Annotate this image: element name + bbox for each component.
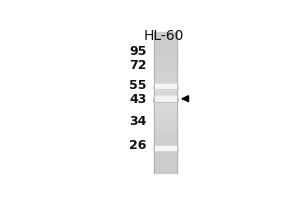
Bar xyxy=(154,32,177,173)
Text: 43: 43 xyxy=(129,93,147,106)
Text: 34: 34 xyxy=(129,115,147,128)
Text: 72: 72 xyxy=(129,59,147,72)
Text: 95: 95 xyxy=(129,45,147,58)
Text: 55: 55 xyxy=(129,79,147,92)
Text: 26: 26 xyxy=(129,139,147,152)
Text: HL-60: HL-60 xyxy=(144,29,184,43)
